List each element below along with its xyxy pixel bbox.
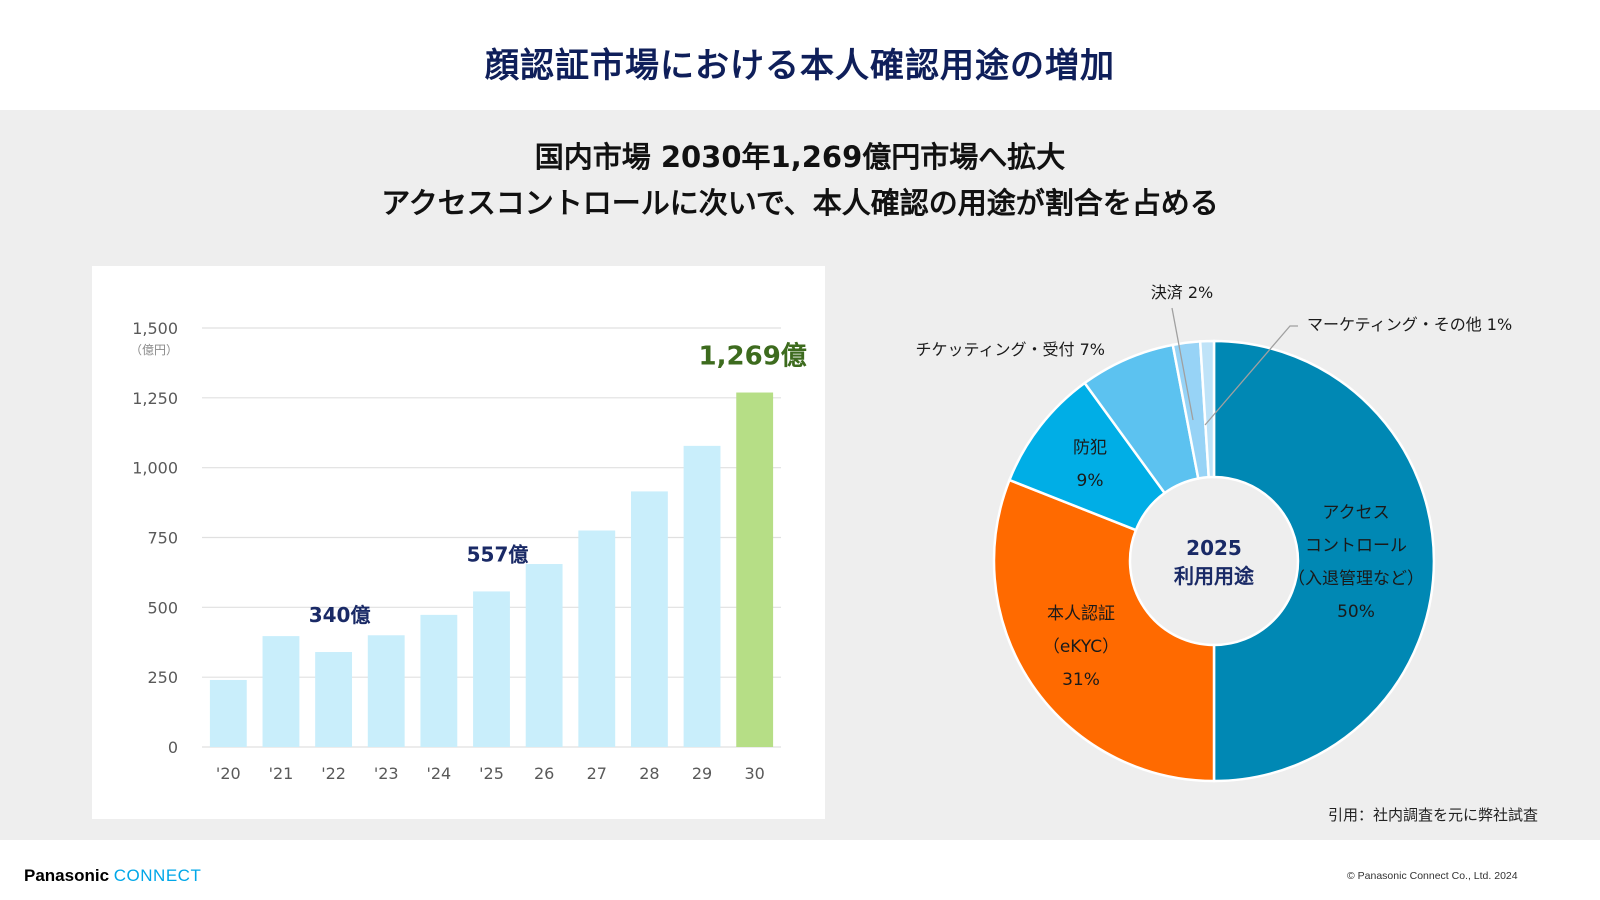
- slice-label-crime: 9%: [1077, 471, 1104, 491]
- pie-slice-access: [1212, 339, 1436, 783]
- y-tick-label: 1,250: [132, 389, 178, 408]
- slice-label-access: コントロール: [1305, 536, 1407, 556]
- center-label-title: 利用用途: [1174, 564, 1255, 588]
- y-tick-label: 250: [147, 668, 178, 687]
- bar-21: [262, 636, 300, 747]
- logo-sub: CONNECT: [113, 866, 202, 885]
- y-tick-label: 0: [168, 738, 178, 757]
- y-unit-label: （億円）: [130, 343, 178, 357]
- slice-label-access: アクセス: [1322, 503, 1389, 523]
- x-tick-label: '21: [269, 764, 294, 783]
- x-tick-label: '20: [216, 764, 241, 783]
- slide-title: 顔認証市場における本人確認用途の増加: [485, 46, 1115, 86]
- bar-chart: 0 250 500 750 1,000 1,250 1,500 （億円） '20 '21 '22 '2…: [130, 319, 807, 783]
- y-tick-label: 500: [147, 598, 178, 617]
- x-tick-label: 26: [534, 764, 554, 783]
- x-tick-label: '24: [426, 764, 451, 783]
- subtitle-line-2: アクセスコントロールに次いで、本人確認の用途が割合を占める: [381, 186, 1219, 220]
- y-tick-label: 1,500: [132, 319, 178, 338]
- copyright: © Panasonic Connect Co., Ltd. 2024: [1347, 870, 1518, 882]
- pie-slice-other: [1198, 339, 1216, 479]
- slice-label-crime: 防犯: [1073, 438, 1107, 458]
- subtitle-line-1: 国内市場 2030年1,269億円市場へ拡大: [534, 140, 1066, 174]
- bar-26: [525, 564, 563, 747]
- slice-label-access: （入退管理など）: [1288, 569, 1424, 589]
- slice-label-other: マーケティング・その他 1%: [1307, 315, 1512, 334]
- slice-label-ekyc: （eKYC）: [1043, 637, 1119, 657]
- bar-27: [578, 530, 616, 747]
- slice-label-payment: 決済 2%: [1151, 283, 1213, 302]
- x-tick-label: 28: [639, 764, 659, 783]
- value-annotation: 557億: [467, 542, 529, 566]
- y-tick-label: 750: [147, 529, 178, 548]
- bar-29: [683, 445, 721, 747]
- slice-label-ticketing: チケッティング・受付 7%: [915, 340, 1105, 359]
- leader-line-payment: [1171, 307, 1194, 421]
- logo-main: Panasonic: [24, 866, 110, 885]
- x-tick-label: '23: [374, 764, 399, 783]
- x-tick-label: 30: [745, 764, 765, 783]
- panasonic-connect-logo: Panasonic CONNECT: [24, 866, 201, 886]
- y-tick-label: 1,000: [132, 459, 178, 478]
- leader-line-other: [1204, 325, 1298, 426]
- donut-chart: 2025 利用用途 アクセスコントロール （入退管理など） 50% 本人認証 （eKYC） 3…: [915, 283, 1512, 783]
- bar-24: [420, 614, 458, 747]
- source-note: 引用：社内調査を元に弊社試査: [1327, 806, 1538, 824]
- x-tick-label: 27: [587, 764, 607, 783]
- bar-23: [367, 635, 405, 747]
- bar-chart-card: 0 250 500 750 1,000 1,250 1,500 （億円） '20 '21 '22 '2…: [92, 266, 825, 819]
- slice-label-ekyc: 31%: [1062, 670, 1100, 690]
- x-tick-label: '22: [321, 764, 346, 783]
- highlight-value-label: 1,269億: [699, 342, 807, 372]
- x-tick-label: 29: [692, 764, 712, 783]
- bar-28: [630, 491, 668, 747]
- center-label-year: 2025: [1186, 536, 1242, 560]
- bar-20: [209, 679, 247, 747]
- pie-slice-ekyc: [992, 478, 1216, 783]
- bar-22: [315, 652, 353, 747]
- bar-25: [473, 591, 510, 747]
- slice-label-access: 50%: [1337, 602, 1375, 622]
- x-tick-label: '25: [479, 764, 504, 783]
- value-annotation: 340億: [309, 603, 371, 627]
- slice-label-ekyc: 本人認証: [1047, 604, 1115, 624]
- bar-30: [736, 392, 774, 747]
